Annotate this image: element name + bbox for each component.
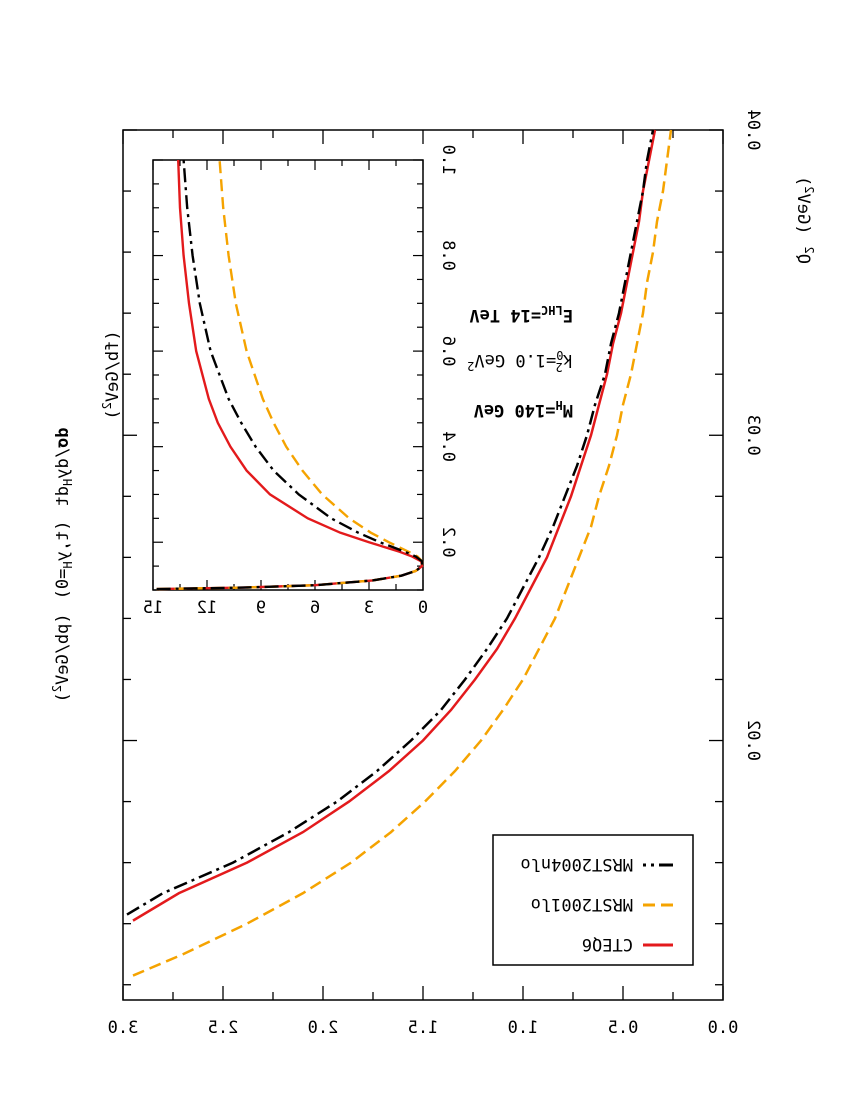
inset-ticks xyxy=(152,159,424,591)
inset-x-tick-label: 0.4 xyxy=(438,431,458,462)
main-y-tick-label: 1.5 xyxy=(408,1018,439,1038)
inset-series xyxy=(156,159,424,591)
main-y-tick-label: 0.0 xyxy=(708,1018,739,1038)
inset-chart: 0.2 0.4 0.6 0.8 1.0 0 3 6 9 12 15 (fb/GeV2) xyxy=(100,145,458,618)
main-y-tick-label: 1.0 xyxy=(508,1018,539,1038)
main-y-tick-label: 2.5 xyxy=(208,1018,239,1038)
annotation-energy: ELHC=14 TeV xyxy=(469,303,573,325)
inset-x-tick-label: 1.0 xyxy=(438,145,458,176)
annotation-k0: k20=1.0 GeV2 xyxy=(467,348,573,374)
main-chart: 0.02 0.03 0.04 0.0 0.5 1.0 1.5 2.0 2.5 3.0 dσ/dyH… xyxy=(50,110,816,1038)
main-series-cteq6 xyxy=(132,129,657,922)
main-y-axis-label: dσ/dyHdt(t,yH=0)(pb/GeV2) xyxy=(50,428,75,703)
inset-y-tick-label: 9 xyxy=(256,598,266,618)
inset-y-tick-label: 15 xyxy=(143,598,163,618)
main-series-mrst2001lo xyxy=(132,129,673,977)
inset-y-tick-label: 12 xyxy=(197,598,217,618)
inset-y-axis-label: (fb/GeV2) xyxy=(100,330,123,419)
main-tick-labels: 0.02 0.03 0.04 0.0 0.5 1.0 1.5 2.0 2.5 3.0 xyxy=(108,110,763,1038)
annotation-higgs-mass: MH=140 GeV xyxy=(474,398,573,420)
main-series-mrst2004nlo xyxy=(126,129,655,916)
main-ticks xyxy=(122,129,724,1000)
main-x-axis-label: Q2(GeV2) xyxy=(793,176,816,264)
legend-box xyxy=(492,834,694,966)
inset-y-tick-label: 0 xyxy=(418,598,428,618)
inset-tick-labels: 0.2 0.4 0.6 0.8 1.0 0 3 6 9 12 15 xyxy=(143,145,458,618)
inset-x-tick-label: 0.8 xyxy=(438,240,458,271)
main-y-tick-label: 3.0 xyxy=(108,1018,139,1038)
main-y-tick-label: 0.5 xyxy=(608,1018,639,1038)
legend-label-mrst2001lo: MRST2001lo xyxy=(531,894,633,914)
legend-label-cteq6: CTEQ6 xyxy=(582,934,633,954)
legend: CTEQ6 MRST2001lo MRST2004nlo xyxy=(492,834,694,966)
inset-y-tick-label: 6 xyxy=(310,598,320,618)
main-x-tick-label: 0.02 xyxy=(743,720,763,761)
main-x-tick-label: 0.03 xyxy=(743,415,763,456)
main-y-tick-label: 2.0 xyxy=(308,1018,339,1038)
inset-x-tick-label: 0.2 xyxy=(438,527,458,558)
inset-series-mrst2004nlo xyxy=(156,159,424,591)
main-x-tick-label: 0.04 xyxy=(743,110,763,151)
legend-label-mrst2004nlo: MRST2004nlo xyxy=(520,854,633,874)
main-series xyxy=(126,129,673,977)
inset-annotations: ELHC=14 TeV k20=1.0 GeV2 MH=140 GeV xyxy=(467,303,573,420)
inset-x-tick-label: 0.6 xyxy=(438,336,458,367)
inset-y-tick-label: 3 xyxy=(364,598,374,618)
inset-plot-frame xyxy=(152,159,424,591)
